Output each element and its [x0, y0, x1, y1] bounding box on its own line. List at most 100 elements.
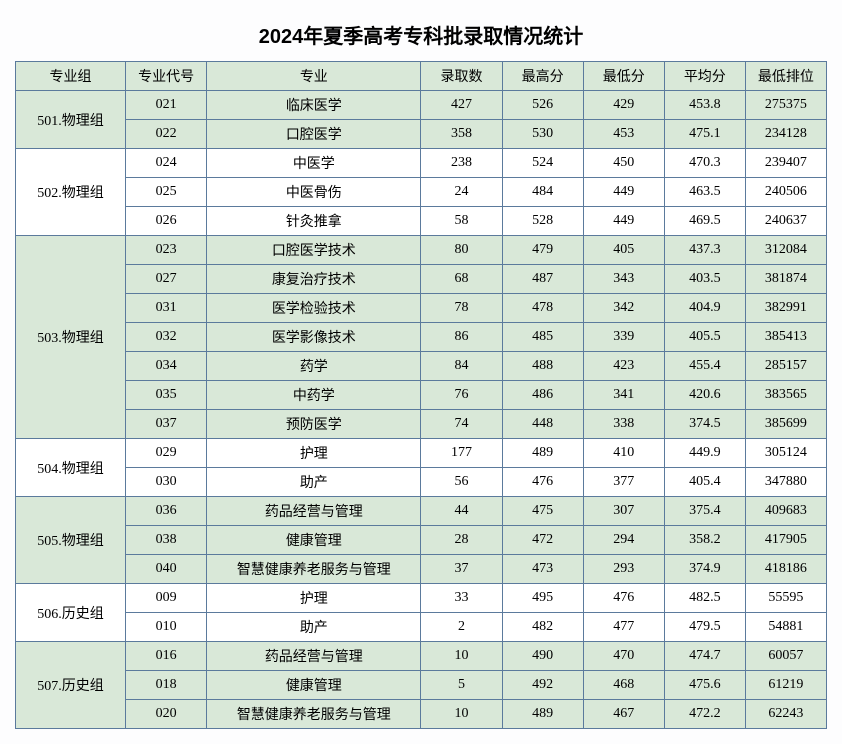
- min-cell: 343: [583, 265, 664, 294]
- max-cell: 526: [502, 91, 583, 120]
- max-cell: 492: [502, 671, 583, 700]
- avg-cell: 358.2: [664, 526, 745, 555]
- min-cell: 377: [583, 468, 664, 497]
- count-cell: 68: [421, 265, 502, 294]
- group-cell: 505.物理组: [16, 497, 126, 584]
- table-row: 025中医骨伤24484449463.5240506: [16, 178, 827, 207]
- code-cell: 023: [126, 236, 207, 265]
- rank-cell: 417905: [745, 526, 826, 555]
- count-cell: 5: [421, 671, 502, 700]
- code-cell: 026: [126, 207, 207, 236]
- table-row: 026针灸推拿58528449469.5240637: [16, 207, 827, 236]
- code-cell: 038: [126, 526, 207, 555]
- min-cell: 429: [583, 91, 664, 120]
- min-cell: 341: [583, 381, 664, 410]
- code-cell: 016: [126, 642, 207, 671]
- table-row: 504.物理组029护理177489410449.9305124: [16, 439, 827, 468]
- major-cell: 药品经营与管理: [207, 497, 421, 526]
- major-cell: 中药学: [207, 381, 421, 410]
- rank-cell: 55595: [745, 584, 826, 613]
- avg-cell: 469.5: [664, 207, 745, 236]
- max-cell: 448: [502, 410, 583, 439]
- major-cell: 药学: [207, 352, 421, 381]
- rank-cell: 381874: [745, 265, 826, 294]
- rank-cell: 312084: [745, 236, 826, 265]
- max-cell: 528: [502, 207, 583, 236]
- rank-cell: 239407: [745, 149, 826, 178]
- group-cell: 502.物理组: [16, 149, 126, 236]
- major-cell: 中医骨伤: [207, 178, 421, 207]
- header-rank: 最低排位: [745, 62, 826, 91]
- rank-cell: 385699: [745, 410, 826, 439]
- min-cell: 476: [583, 584, 664, 613]
- min-cell: 293: [583, 555, 664, 584]
- table-row: 030助产56476377405.4347880: [16, 468, 827, 497]
- count-cell: 84: [421, 352, 502, 381]
- max-cell: 476: [502, 468, 583, 497]
- rank-cell: 240637: [745, 207, 826, 236]
- avg-cell: 449.9: [664, 439, 745, 468]
- major-cell: 护理: [207, 584, 421, 613]
- count-cell: 10: [421, 642, 502, 671]
- major-cell: 康复治疗技术: [207, 265, 421, 294]
- rank-cell: 385413: [745, 323, 826, 352]
- avg-cell: 375.4: [664, 497, 745, 526]
- table-row: 035中药学76486341420.6383565: [16, 381, 827, 410]
- major-cell: 药品经营与管理: [207, 642, 421, 671]
- max-cell: 489: [502, 439, 583, 468]
- count-cell: 238: [421, 149, 502, 178]
- code-cell: 035: [126, 381, 207, 410]
- max-cell: 484: [502, 178, 583, 207]
- major-cell: 医学检验技术: [207, 294, 421, 323]
- min-cell: 339: [583, 323, 664, 352]
- group-cell: 501.物理组: [16, 91, 126, 149]
- min-cell: 450: [583, 149, 664, 178]
- table-row: 037预防医学74448338374.5385699: [16, 410, 827, 439]
- code-cell: 031: [126, 294, 207, 323]
- min-cell: 449: [583, 207, 664, 236]
- count-cell: 44: [421, 497, 502, 526]
- major-cell: 健康管理: [207, 671, 421, 700]
- table-row: 502.物理组024中医学238524450470.3239407: [16, 149, 827, 178]
- header-avg: 平均分: [664, 62, 745, 91]
- code-cell: 036: [126, 497, 207, 526]
- avg-cell: 405.4: [664, 468, 745, 497]
- table-row: 027康复治疗技术68487343403.5381874: [16, 265, 827, 294]
- code-cell: 024: [126, 149, 207, 178]
- major-cell: 智慧健康养老服务与管理: [207, 700, 421, 729]
- avg-cell: 405.5: [664, 323, 745, 352]
- count-cell: 2: [421, 613, 502, 642]
- min-cell: 453: [583, 120, 664, 149]
- code-cell: 020: [126, 700, 207, 729]
- admission-table: 专业组 专业代号 专业 录取数 最高分 最低分 平均分 最低排位 501.物理组…: [15, 61, 827, 729]
- avg-cell: 463.5: [664, 178, 745, 207]
- avg-cell: 475.1: [664, 120, 745, 149]
- max-cell: 478: [502, 294, 583, 323]
- table-row: 032医学影像技术86485339405.5385413: [16, 323, 827, 352]
- major-cell: 智慧健康养老服务与管理: [207, 555, 421, 584]
- table-row: 018健康管理5492468475.661219: [16, 671, 827, 700]
- min-cell: 405: [583, 236, 664, 265]
- max-cell: 495: [502, 584, 583, 613]
- count-cell: 37: [421, 555, 502, 584]
- count-cell: 56: [421, 468, 502, 497]
- table-row: 038健康管理28472294358.2417905: [16, 526, 827, 555]
- min-cell: 338: [583, 410, 664, 439]
- min-cell: 467: [583, 700, 664, 729]
- avg-cell: 453.8: [664, 91, 745, 120]
- code-cell: 034: [126, 352, 207, 381]
- avg-cell: 374.9: [664, 555, 745, 584]
- rank-cell: 305124: [745, 439, 826, 468]
- min-cell: 307: [583, 497, 664, 526]
- major-cell: 护理: [207, 439, 421, 468]
- table-row: 503.物理组023口腔医学技术80479405437.3312084: [16, 236, 827, 265]
- avg-cell: 420.6: [664, 381, 745, 410]
- min-cell: 294: [583, 526, 664, 555]
- group-cell: 506.历史组: [16, 584, 126, 642]
- code-cell: 030: [126, 468, 207, 497]
- group-cell: 504.物理组: [16, 439, 126, 497]
- header-code: 专业代号: [126, 62, 207, 91]
- rank-cell: 409683: [745, 497, 826, 526]
- max-cell: 475: [502, 497, 583, 526]
- avg-cell: 482.5: [664, 584, 745, 613]
